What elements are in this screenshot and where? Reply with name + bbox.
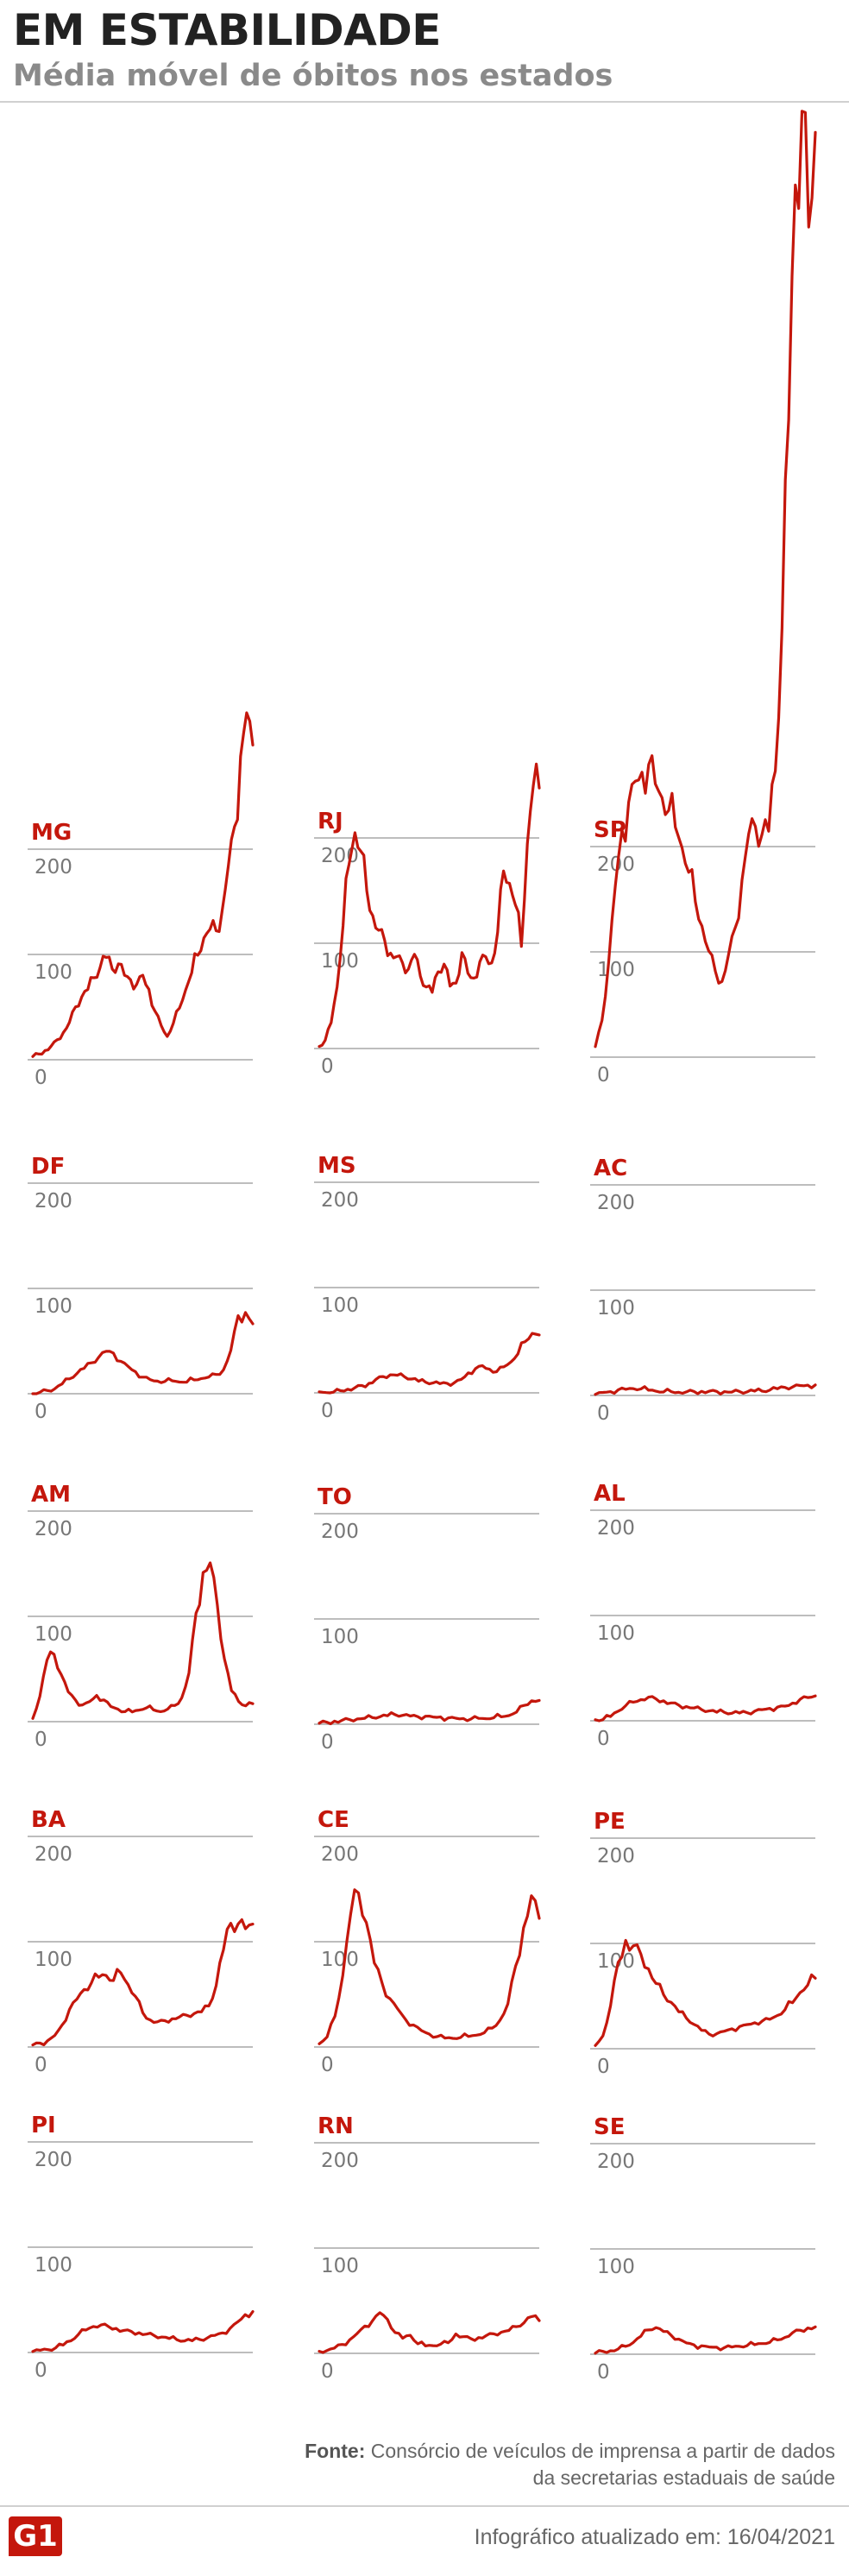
y-tick-label: 0 — [597, 2056, 610, 2078]
state-label: PI — [31, 2113, 56, 2138]
y-tick-label: 200 — [35, 1518, 72, 1540]
y-tick-label: 100 — [597, 1297, 635, 1319]
series-line — [31, 2310, 255, 2353]
y-tick-label: 0 — [35, 2054, 47, 2076]
state-chart-se: SE 0 100 200 — [590, 2114, 817, 2384]
y-tick-label: 100 — [35, 1623, 72, 1646]
y-tick-label: 0 — [321, 1055, 334, 1078]
y-tick-label: 100 — [597, 959, 635, 981]
series-line — [318, 1332, 541, 1395]
series-line — [594, 2325, 817, 2355]
y-tick-label: 0 — [597, 1064, 610, 1086]
state-chart-mg: MG 0 100 200 — [28, 711, 255, 1089]
series-line — [318, 762, 541, 1049]
y-tick-label: 0 — [597, 2361, 610, 2384]
y-tick-label: 0 — [321, 1731, 334, 1754]
state-label: AC — [594, 1156, 627, 1181]
y-tick-label: 100 — [321, 1294, 359, 1317]
y-tick-label: 100 — [35, 2254, 72, 2277]
state-label: BA — [31, 1807, 66, 1833]
state-chart-ba: BA 0 100 200 — [28, 1807, 255, 2076]
y-tick-label: 100 — [35, 1295, 72, 1318]
series-line — [594, 1938, 817, 2047]
page-title: EM ESTABILIDADE — [13, 5, 441, 55]
y-tick-label: 100 — [35, 961, 72, 984]
y-tick-label: 200 — [35, 856, 72, 879]
state-chart-pi: PI 0 100 200 — [28, 2113, 255, 2382]
source-text: Consórcio de veículos de imprensa a part… — [370, 2440, 835, 2489]
state-label: RJ — [318, 809, 343, 835]
state-chart-rn: RN 0 100 200 — [314, 2113, 541, 2383]
y-tick-label: 200 — [321, 1521, 359, 1543]
series-line — [31, 1561, 255, 1720]
y-tick-label: 200 — [321, 2150, 359, 2172]
y-tick-label: 100 — [321, 2255, 359, 2277]
y-tick-label: 100 — [597, 2256, 635, 2278]
state-chart-am: AM 0 100 200 — [28, 1482, 255, 1751]
y-tick-label: 100 — [321, 1949, 359, 1971]
state-label: AM — [31, 1482, 71, 1508]
source-label: Fonte: — [305, 2440, 366, 2462]
state-chart-ac: AC 0 100 200 — [590, 1156, 817, 1425]
y-tick-label: 200 — [35, 2149, 72, 2171]
series-line — [594, 1383, 817, 1396]
series-line — [594, 1694, 817, 1723]
y-tick-label: 0 — [35, 2359, 47, 2382]
y-tick-label: 200 — [35, 1190, 72, 1212]
page-subtitle: Média móvel de óbitos nos estados — [13, 59, 613, 93]
state-label: CE — [318, 1807, 349, 1833]
source-note: Fonte: Consórcio de veículos de imprensa… — [300, 2438, 835, 2491]
y-tick-label: 0 — [597, 1402, 610, 1425]
series-line — [31, 1918, 255, 2047]
state-chart-ce: CE 0 100 200 — [314, 1807, 541, 2076]
y-tick-label: 200 — [321, 1843, 359, 1866]
series-line — [318, 1698, 541, 1726]
y-tick-label: 100 — [597, 1622, 635, 1645]
header-divider — [0, 101, 849, 103]
series-line — [318, 1888, 541, 2045]
y-tick-label: 0 — [35, 1729, 47, 1751]
updated-date: Infográfico atualizado em: 16/04/2021 — [474, 2525, 835, 2549]
state-label: PE — [594, 1809, 626, 1835]
y-tick-label: 200 — [597, 1192, 635, 1214]
y-tick-label: 0 — [321, 2360, 334, 2383]
footer-divider — [0, 2505, 849, 2507]
state-label: RN — [318, 2113, 354, 2139]
state-chart-df: DF 0 100 200 — [28, 1154, 255, 1423]
state-label: SE — [594, 2114, 626, 2140]
y-tick-label: 200 — [597, 1845, 635, 1867]
series-line — [31, 1311, 255, 1395]
y-tick-label: 100 — [35, 1949, 72, 1971]
y-tick-label: 100 — [321, 1626, 359, 1648]
g1-logo: G1 — [9, 2516, 62, 2556]
small-multiples-chart: MG0100200RJ0100200SP0100200DF0100200MS01… — [28, 110, 817, 2384]
state-label: DF — [31, 1154, 65, 1180]
state-label: MS — [318, 1153, 356, 1179]
state-label: MG — [31, 820, 72, 846]
state-chart-ms: MS 0 100 200 — [314, 1153, 541, 1422]
state-label: AL — [594, 1481, 626, 1507]
y-tick-label: 0 — [321, 1400, 334, 1422]
state-chart-to: TO 0 100 200 — [314, 1484, 541, 1754]
y-tick-label: 0 — [321, 2054, 334, 2076]
state-chart-al: AL 0 100 200 — [590, 1481, 817, 1750]
series-line — [318, 2311, 541, 2354]
y-tick-label: 200 — [35, 1843, 72, 1866]
y-tick-label: 200 — [597, 2151, 635, 2173]
y-tick-label: 200 — [321, 1189, 359, 1212]
y-tick-label: 0 — [597, 1728, 610, 1750]
y-tick-label: 0 — [35, 1401, 47, 1423]
series-line — [31, 711, 255, 1058]
state-label: TO — [318, 1484, 352, 1510]
series-line — [594, 110, 817, 1049]
y-tick-label: 0 — [35, 1067, 47, 1089]
y-tick-label: 200 — [597, 1517, 635, 1540]
